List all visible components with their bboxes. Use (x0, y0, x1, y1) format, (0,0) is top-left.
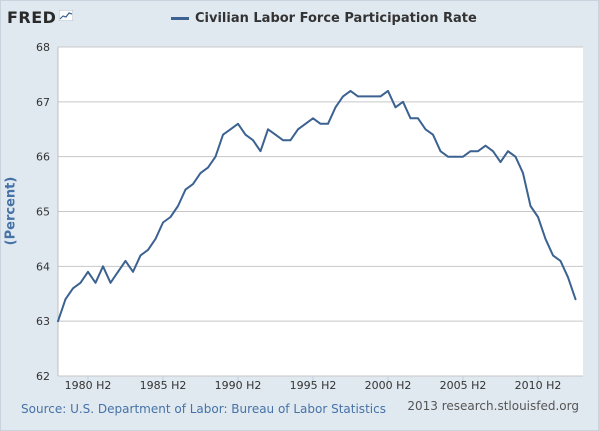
data-point (102, 265, 104, 268)
data-point (274, 133, 277, 136)
data-point (417, 117, 419, 120)
data-point (499, 161, 502, 163)
series-line (57, 89, 577, 323)
y-tick-label: 66 (36, 151, 50, 164)
data-point (154, 238, 157, 240)
y-tick-label: 68 (36, 41, 50, 54)
data-point (72, 287, 74, 290)
data-point (297, 128, 299, 131)
data-point (492, 150, 494, 152)
x-tick-label: 2005 H2 (440, 379, 487, 392)
data-point (184, 188, 187, 191)
data-point (289, 139, 292, 142)
y-tick-label: 62 (36, 370, 50, 383)
fred-logo[interactable]: FRED (7, 8, 57, 27)
data-point (312, 117, 314, 120)
data-point (169, 216, 172, 218)
data-point (484, 144, 487, 147)
data-point (192, 183, 194, 185)
data-point (252, 139, 254, 142)
data-point (244, 133, 247, 136)
data-point (229, 128, 232, 131)
data-point (177, 205, 179, 207)
data-point (424, 128, 427, 131)
data-point (364, 95, 367, 98)
data-point (259, 150, 262, 152)
data-point (522, 172, 524, 174)
data-point (432, 133, 434, 136)
data-point (282, 139, 284, 142)
data-point (552, 254, 554, 257)
source-link[interactable]: Source: U.S. Department of Labor: Bureau… (21, 402, 386, 416)
data-point (139, 254, 142, 257)
chart-line-icon (59, 10, 73, 21)
x-tick-label: 1990 H2 (215, 379, 262, 392)
data-point (559, 260, 562, 262)
x-tick-label: 1980 H2 (65, 379, 112, 392)
data-point (447, 155, 449, 158)
data-point (514, 155, 517, 158)
data-point (462, 155, 464, 158)
x-tick-label: 2010 H2 (515, 379, 562, 392)
data-point (267, 128, 269, 131)
data-point (454, 155, 457, 158)
data-point (357, 95, 359, 98)
x-tick-label: 1985 H2 (140, 379, 187, 392)
data-point (199, 172, 202, 174)
data-point (207, 166, 209, 169)
data-point (214, 155, 217, 158)
legend-swatch (171, 17, 189, 20)
data-point (529, 205, 532, 207)
data-point (342, 95, 344, 98)
y-tick-label: 65 (36, 206, 50, 219)
data-point (132, 271, 134, 273)
data-point (394, 106, 397, 109)
y-tick-label: 63 (36, 315, 50, 328)
data-point (387, 90, 389, 92)
data-point (334, 106, 337, 109)
data-point (87, 271, 89, 273)
data-point (94, 281, 97, 284)
data-point (349, 90, 352, 92)
data-point (124, 260, 127, 262)
data-point (79, 281, 82, 284)
data-point (439, 150, 442, 152)
data-point (304, 122, 307, 125)
data-point (379, 95, 382, 98)
data-point (372, 95, 374, 98)
legend-label: Civilian Labor Force Participation Rate (195, 11, 477, 26)
data-point (567, 276, 569, 279)
data-point (402, 101, 404, 103)
data-point (147, 249, 149, 251)
data-point (162, 221, 164, 224)
data-point (319, 122, 322, 125)
data-point (64, 298, 67, 301)
credit-text: 2013 research.stlouisfed.org (407, 399, 579, 413)
data-point (574, 298, 577, 301)
data-point (117, 271, 119, 273)
data-point (109, 281, 112, 284)
x-tick-label: 1995 H2 (290, 379, 337, 392)
data-point (477, 150, 479, 152)
data-point (469, 150, 472, 152)
y-tick-label: 64 (36, 260, 50, 273)
data-point (409, 117, 412, 120)
data-point (537, 216, 539, 218)
data-point (237, 122, 239, 125)
data-point (544, 238, 547, 240)
x-tick-label: 2000 H2 (365, 379, 412, 392)
data-point (507, 150, 509, 152)
data-point (327, 122, 329, 125)
y-tick-label: 67 (36, 96, 50, 109)
data-point (222, 133, 224, 136)
chart-legend[interactable]: Civilian Labor Force Participation Rate (171, 11, 477, 26)
y-axis-label: (Percent) (3, 176, 19, 246)
data-point (57, 320, 59, 322)
